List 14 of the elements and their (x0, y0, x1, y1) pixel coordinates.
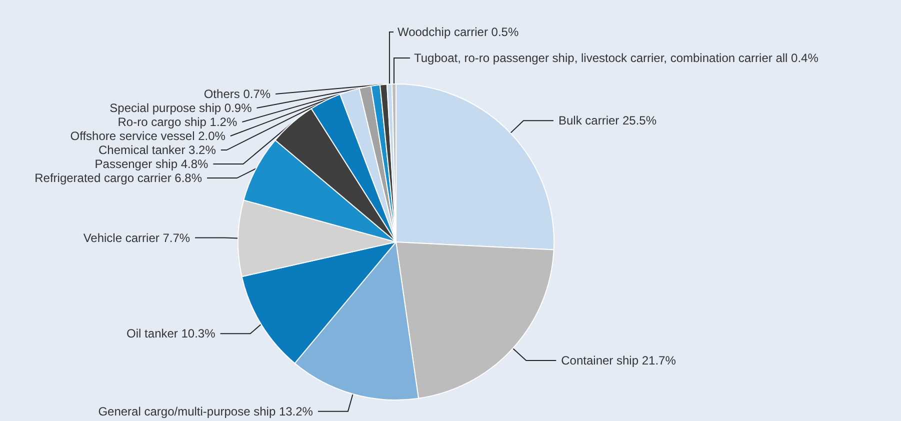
slice-label: Tugboat, ro-ro passenger ship, livestock carrier, combination carrier all 0.4% (414, 51, 819, 65)
slice-label: Passenger ship 4.8% (94, 157, 209, 172)
slice-label: Ro-ro cargo ship 1.2% (118, 115, 238, 130)
slice-label: General cargo/multi-purpose ship 13.2% (98, 404, 314, 418)
slice-label: Special purpose ship 0.9% (110, 101, 252, 116)
slice-label: Woodchip carrier 0.5% (397, 25, 519, 39)
slice-label: Container ship 21.7% (561, 353, 676, 368)
slice-label: Chemical tanker 3.2% (98, 143, 216, 158)
slice-label: Oil tanker 10.3% (126, 326, 216, 341)
slice-label: Refrigerated cargo carrier 6.8% (34, 171, 202, 186)
slice-label: Bulk carrier 25.5% (558, 114, 657, 128)
slice-label: Offshore service vessel 2.0% (70, 129, 226, 144)
slice-label: Vehicle carrier 7.7% (83, 230, 190, 245)
slice-label: Others 0.7% (204, 87, 271, 102)
